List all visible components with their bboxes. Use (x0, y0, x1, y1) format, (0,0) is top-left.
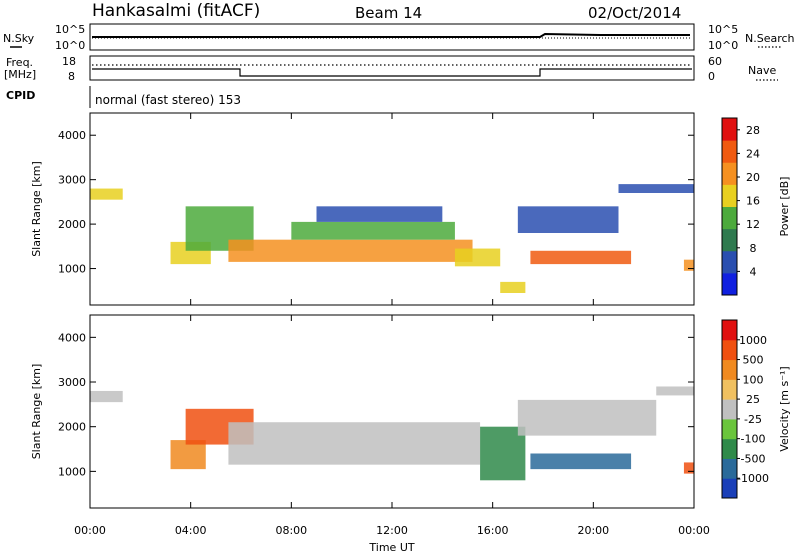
time-axis-label: Time UT (368, 541, 414, 554)
velocity-ylabel: Slant Range [km] (30, 364, 43, 460)
freq-trace (92, 68, 692, 77)
noise-sky-trace (92, 32, 690, 38)
power-ytick-label-3: 4000 (58, 129, 86, 142)
power-ylabel: Slant Range [km] (30, 161, 43, 257)
cpid-text: normal (fast stereo) 153 (95, 93, 241, 107)
power-cbar-label-3: 16 (746, 195, 760, 208)
velocity-colorbar-label: Velocity [m s⁻¹] (778, 366, 791, 451)
time-tick-label-4: 16:00 (477, 524, 509, 537)
velocity-colorbar-seg-3 (722, 418, 737, 440)
velocity-cbar-label-5: -100 (741, 433, 766, 446)
velocity-colorbar-seg-5 (722, 379, 737, 400)
time-axis: 00:00 04:00 08:00 12:00 16:00 20:00 00:00 (74, 524, 710, 537)
velocity-region-8 (683, 462, 694, 474)
noise-panel-frame (89, 23, 695, 51)
velocity-region-6 (517, 399, 657, 436)
velocity-region-7 (656, 386, 694, 396)
freq-tick-right-bottom: 0 (708, 70, 715, 83)
power-region-3 (228, 239, 473, 262)
velocity-cbar-label-3: 25 (746, 393, 760, 406)
power-colorbar-seg-7 (722, 118, 737, 141)
time-tick-label-0: 00:00 (74, 524, 106, 537)
power-region-7 (500, 281, 526, 293)
freq-tick-right-top: 60 (708, 55, 722, 68)
power-region-8 (530, 250, 632, 265)
power-cbar-label-2: 12 (746, 218, 760, 231)
power-colorbar-seg-2 (722, 228, 737, 252)
velocity-cbar-label-2: 100 (743, 373, 764, 386)
velocity-ytick-label-2: 3000 (58, 376, 86, 389)
freq-tick-left-top: 18 (62, 55, 76, 68)
time-tick-label-2: 08:00 (275, 524, 307, 537)
power-colorbar-seg-5 (722, 162, 737, 185)
velocity-colorbar-frame (721, 319, 738, 499)
velocity-colorbar-seg-7 (722, 339, 737, 361)
velocity-colorbar-seg-6 (722, 359, 737, 380)
freq-label-line1: Freq. (6, 56, 33, 69)
velocity-region-1 (170, 440, 206, 470)
power-colorbar-seg-3 (722, 206, 737, 230)
velocity-colorbar-seg-1 (722, 458, 737, 479)
power-region-9 (517, 206, 619, 233)
velocity-cbar-label-0: 1000 (739, 334, 767, 347)
velocity-region-5 (530, 453, 632, 470)
velocity-colorbar-seg-8 (722, 320, 737, 341)
velocity-ytick-label-1: 2000 (58, 421, 86, 434)
power-colorbar-label: Power [dB] (778, 177, 791, 237)
velocity-ytick-label-0: 1000 (58, 465, 86, 478)
velocity-region-3 (228, 422, 481, 465)
freq-tick-left-bottom: 8 (68, 70, 75, 83)
power-region-0 (90, 188, 123, 200)
noise-tick-right-bottom: 10^0 (708, 39, 738, 52)
cpid-label: CPID (6, 89, 35, 102)
nave-label: Nave (748, 64, 776, 77)
velocity-panel: 1000 2000 3000 4000 Slant Range [km] 1000 500 1… (30, 314, 791, 509)
velocity-colorbar-seg-2 (722, 438, 737, 459)
noise-tick-left-top: 10^5 (55, 23, 85, 36)
power-region-10 (618, 184, 694, 193)
power-ytick-label-0: 1000 (58, 263, 86, 276)
freq-panel-frame (89, 55, 695, 81)
noise-tick-right-top: 10^5 (708, 23, 738, 36)
velocity-cbar-label-6: -500 (741, 452, 766, 465)
power-region-4 (291, 221, 455, 240)
power-colorbar-seg-0 (722, 272, 737, 296)
velocity-cbar-label-4: -25 (744, 413, 762, 426)
date-title: 02/Oct/2014 (588, 4, 681, 22)
power-panel: 1000 2000 3000 4000 Slant Range [km] 4 8 12 16 20… (30, 112, 791, 306)
power-region-5 (316, 206, 443, 222)
velocity-ytick-label-3: 4000 (58, 331, 86, 344)
power-ytick-label-2: 3000 (58, 174, 86, 187)
noise-sky-label: N.Sky (3, 32, 35, 45)
velocity-cbar-label-1: 500 (743, 354, 764, 367)
noise-tick-left-bottom: 10^0 (55, 39, 85, 52)
velocity-cbar-label-7: -1000 (737, 472, 769, 485)
time-tick-label-3: 12:00 (376, 524, 408, 537)
velocity-colorbar-seg-0 (722, 478, 737, 499)
velocity-region-0 (90, 390, 123, 403)
power-colorbar-frame (721, 117, 738, 296)
power-cbar-label-4: 20 (746, 171, 760, 184)
power-colorbar-seg-1 (722, 250, 737, 274)
power-cbar-label-1: 8 (750, 242, 757, 255)
time-tick-label-5: 20:00 (577, 524, 609, 537)
power-region-6 (454, 248, 501, 267)
beam-title: Beam 14 (355, 4, 422, 22)
freq-label-line2: [MHz] (4, 68, 36, 81)
power-cbar-label-0: 4 (750, 265, 757, 278)
power-cbar-label-5: 24 (746, 147, 760, 160)
power-colorbar-seg-4 (722, 184, 737, 207)
velocity-colorbar-seg-4 (722, 399, 737, 420)
power-colorbar-seg-6 (722, 140, 737, 163)
station-title: Hankasalmi (fitACF) (92, 1, 260, 21)
power-ytick-label-1: 2000 (58, 218, 86, 231)
time-tick-label-1: 04:00 (175, 524, 207, 537)
noise-search-label: N.Search (745, 32, 795, 45)
time-tick-label-6: 00:00 (678, 524, 710, 537)
power-cbar-label-6: 28 (746, 124, 760, 137)
power-region-11 (683, 259, 694, 271)
